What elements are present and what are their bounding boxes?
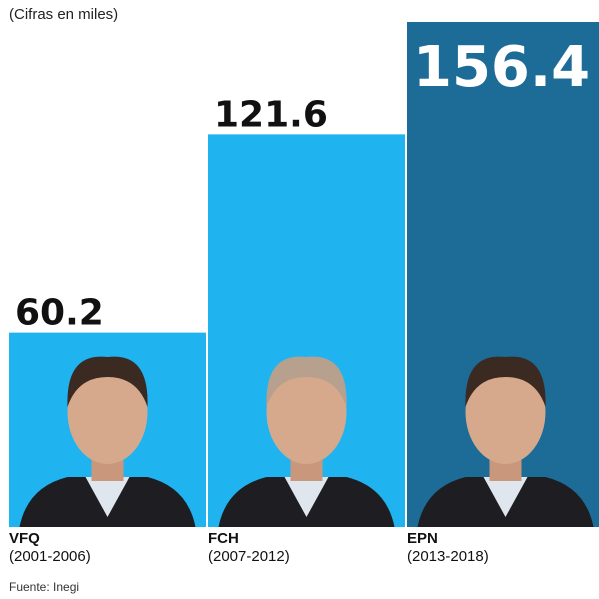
portrait-silhouette xyxy=(218,356,395,527)
portrait-silhouette xyxy=(19,356,196,527)
value-label-fch: 121.6 xyxy=(214,94,328,135)
value-label-vfq: 60.2 xyxy=(15,293,104,334)
category-period: (2007-2012) xyxy=(208,548,290,565)
portrait-silhouette xyxy=(417,356,594,527)
category-label-epn: EPN (2013-2018) xyxy=(407,530,489,566)
category-period: (2013-2018) xyxy=(407,548,489,565)
category-code: FCH xyxy=(208,530,239,547)
category-period: (2001-2006) xyxy=(9,548,91,565)
category-code: EPN xyxy=(407,530,438,547)
value-label-epn: 156.4 xyxy=(413,35,590,100)
category-label-fch: FCH (2007-2012) xyxy=(208,530,290,566)
source-note: Fuente: Inegi xyxy=(9,580,80,594)
category-code: VFQ xyxy=(9,530,40,547)
category-label-vfq: VFQ (2001-2006) xyxy=(9,530,91,566)
units-note: (Cifras en miles) xyxy=(9,6,119,23)
